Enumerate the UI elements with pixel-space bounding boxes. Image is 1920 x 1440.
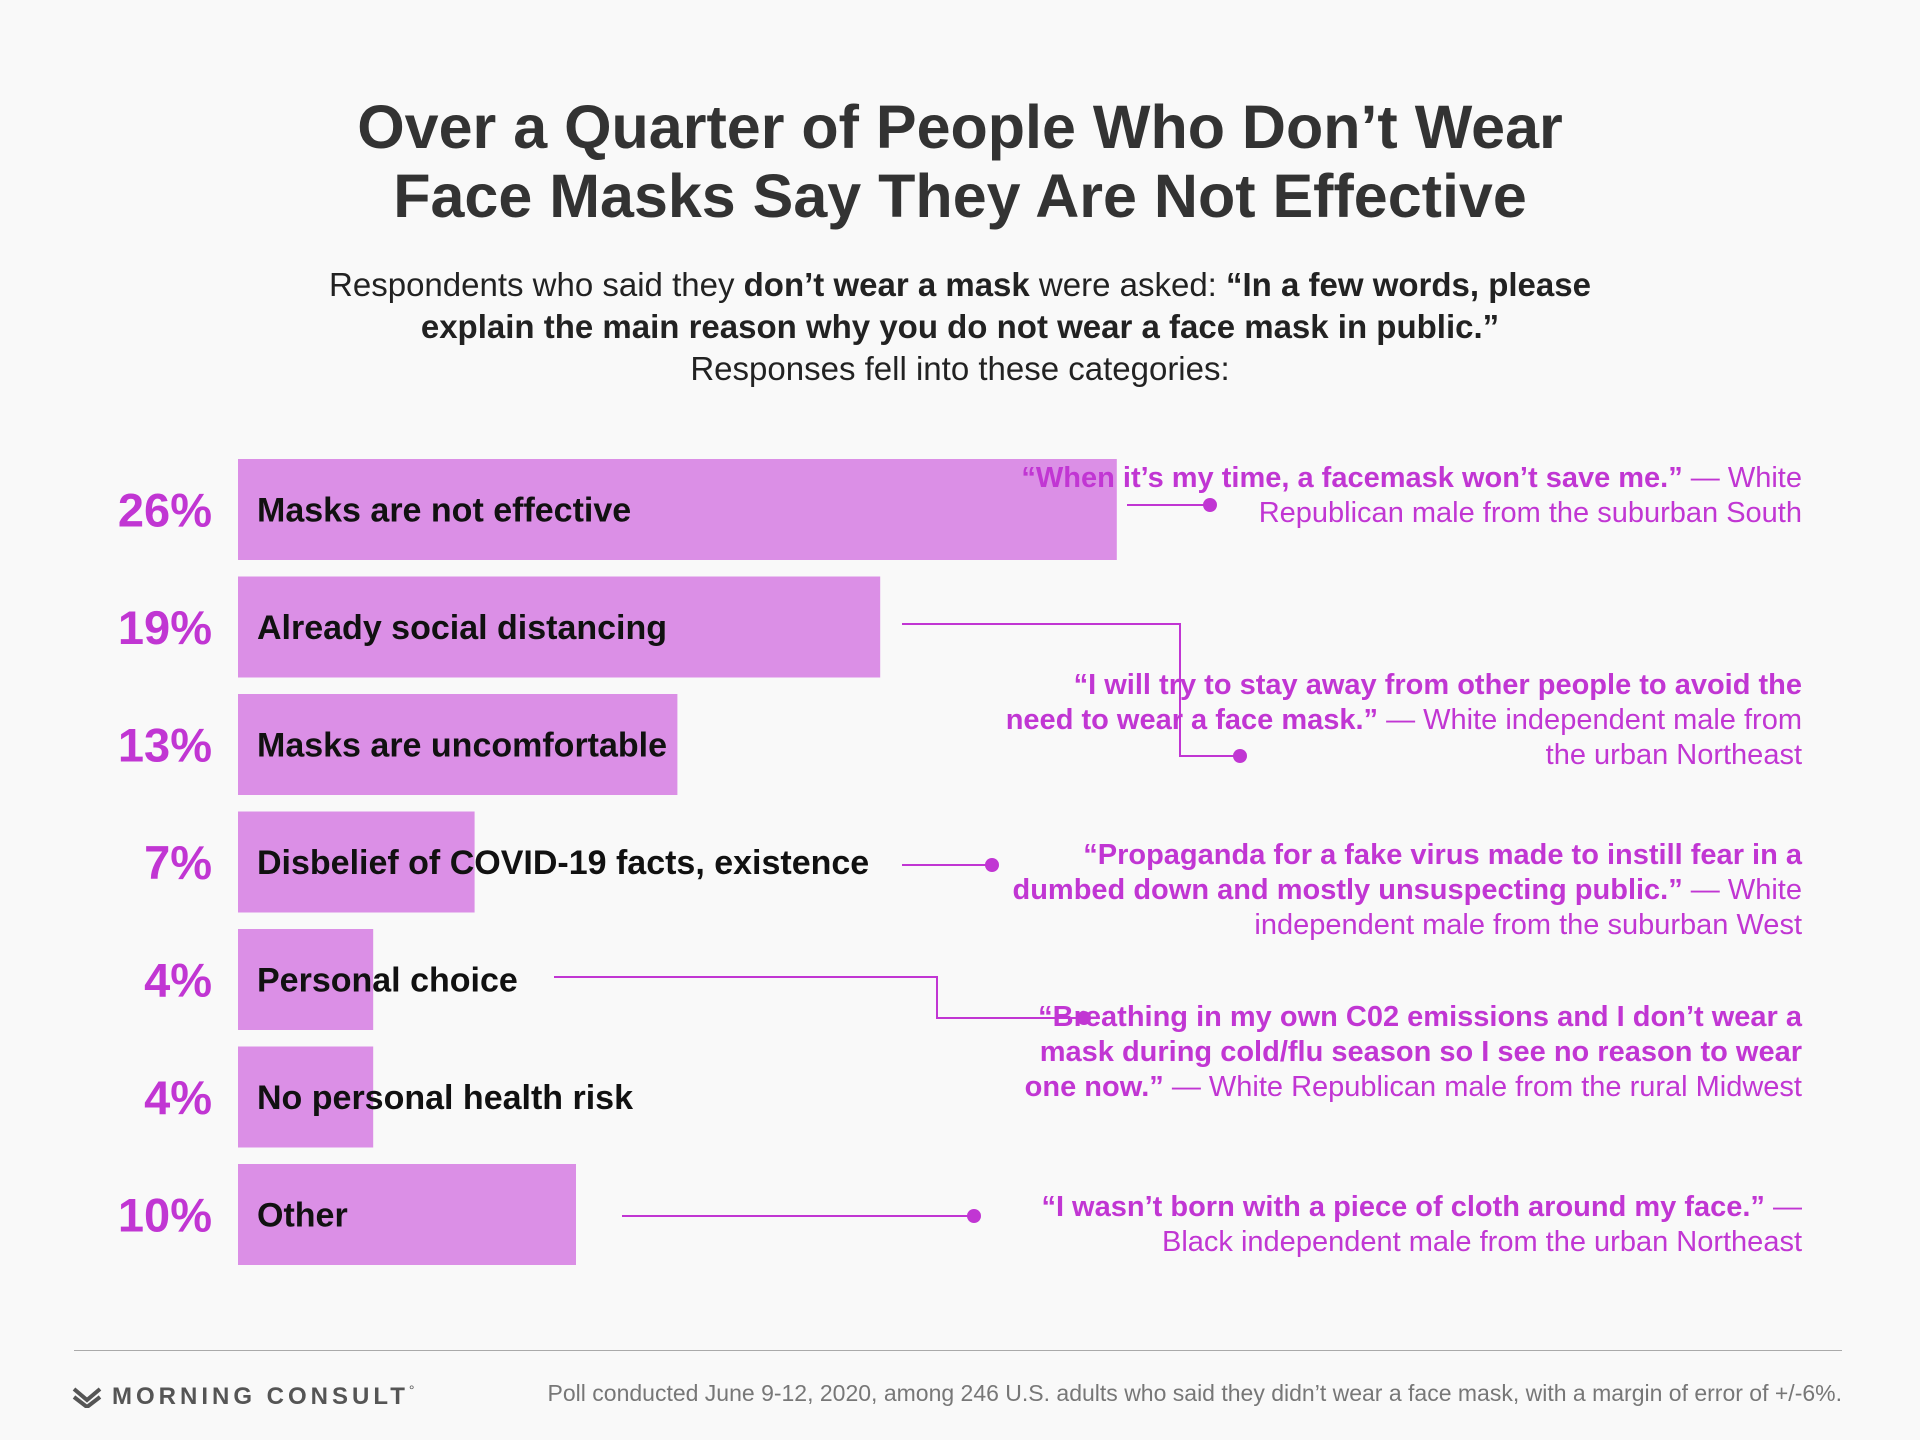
quote-5-attribution: — Black independent male from the urban … bbox=[1162, 1191, 1802, 1258]
category-label-1: Masks are not effective bbox=[257, 492, 631, 530]
quote-4: “Breathing in my own C02 emissions and I… bbox=[1002, 1000, 1802, 1105]
title-line-1: Over a Quarter of People Who Don’t Wear bbox=[357, 93, 1563, 161]
quote-3-text: “Propaganda for a fake virus made to ins… bbox=[1012, 839, 1803, 906]
category-label-7: Other bbox=[257, 1197, 348, 1235]
value-label-4: 7% bbox=[144, 836, 212, 889]
connector-line-4 bbox=[554, 976, 1084, 1019]
category-label-5: Personal choice bbox=[257, 962, 518, 1000]
title-line-2: Face Masks Say They Are Not Effective bbox=[393, 162, 1527, 230]
bar-7 bbox=[238, 1164, 576, 1265]
quote-1-text: “When it’s my time, a facemask won’t sav… bbox=[1021, 462, 1683, 494]
subtitle-part-4: “In a few words, please bbox=[1226, 266, 1591, 303]
connector-dot-2 bbox=[1233, 749, 1247, 763]
subtitle-part-3: were asked: bbox=[1029, 266, 1227, 303]
connector-dot-5 bbox=[967, 1209, 981, 1223]
chart-subtitle: Respondents who said they don’t wear a m… bbox=[0, 264, 1920, 390]
morning-consult-logo[interactable]: MORNING CONSULT ° bbox=[72, 1382, 414, 1412]
connector-dot-4 bbox=[1077, 1011, 1091, 1025]
quote-4-text: “Breathing in my own C02 emissions and I… bbox=[1024, 1001, 1802, 1103]
quote-5-text: “I wasn’t born with a piece of cloth aro… bbox=[1041, 1191, 1765, 1223]
value-label-7: 10% bbox=[118, 1189, 212, 1242]
value-label-3: 13% bbox=[118, 719, 212, 772]
bar-6 bbox=[238, 1046, 374, 1148]
quote-2-attribution: — White independent male from the urban … bbox=[1378, 704, 1802, 771]
bar-2 bbox=[238, 576, 881, 678]
subtitle-part-6: Responses fell into these categories: bbox=[690, 350, 1230, 387]
quote-3-attribution: — White independent male from the suburb… bbox=[1254, 874, 1802, 941]
category-label-4: Disbelief of COVID-19 facts, existence bbox=[257, 844, 869, 882]
quote-1-attribution: — White Republican male from the suburba… bbox=[1258, 462, 1802, 529]
quote-2: “I will try to stay away from other peop… bbox=[1002, 668, 1802, 773]
subtitle-part-1: Respondents who said they bbox=[329, 266, 744, 303]
bar-1 bbox=[238, 459, 1117, 560]
connector-dot-1 bbox=[1203, 498, 1217, 512]
bar-3 bbox=[238, 694, 678, 795]
connector-line-2 bbox=[902, 623, 1240, 757]
subtitle-part-5: explain the main reason why you do not w… bbox=[420, 308, 1500, 345]
quote-1: “When it’s my time, a facemask won’t sav… bbox=[1002, 461, 1802, 531]
connector-dot-3 bbox=[985, 858, 999, 872]
trademark-mark: ° bbox=[408, 1382, 415, 1398]
quote-4-attribution: — White Republican male from the rural M… bbox=[1163, 1071, 1802, 1103]
morning-consult-logo-icon bbox=[72, 1387, 102, 1408]
value-label-5: 4% bbox=[144, 954, 212, 1007]
source-note: Poll conducted June 9-12, 2020, among 24… bbox=[547, 1380, 1842, 1406]
quote-3: “Propaganda for a fake virus made to ins… bbox=[1002, 838, 1803, 943]
category-label-6: No personal health risk bbox=[257, 1079, 633, 1117]
bar-5 bbox=[238, 929, 374, 1030]
bar-4 bbox=[238, 811, 475, 913]
quote-5: “I wasn’t born with a piece of cloth aro… bbox=[1002, 1190, 1802, 1260]
value-label-6: 4% bbox=[144, 1071, 212, 1124]
quote-2-text: “I will try to stay away from other peop… bbox=[1005, 669, 1802, 736]
brand-name: MORNING CONSULT bbox=[112, 1383, 409, 1410]
value-label-1: 26% bbox=[118, 484, 212, 537]
category-label-2: Already social distancing bbox=[257, 609, 667, 647]
chart-title: Over a Quarter of People Who Don’t Wear … bbox=[0, 93, 1920, 231]
value-label-2: 19% bbox=[118, 601, 212, 654]
subtitle-part-2: don’t wear a mask bbox=[743, 266, 1030, 303]
footer-divider bbox=[74, 1350, 1842, 1351]
category-label-3: Masks are uncomfortable bbox=[257, 727, 667, 765]
